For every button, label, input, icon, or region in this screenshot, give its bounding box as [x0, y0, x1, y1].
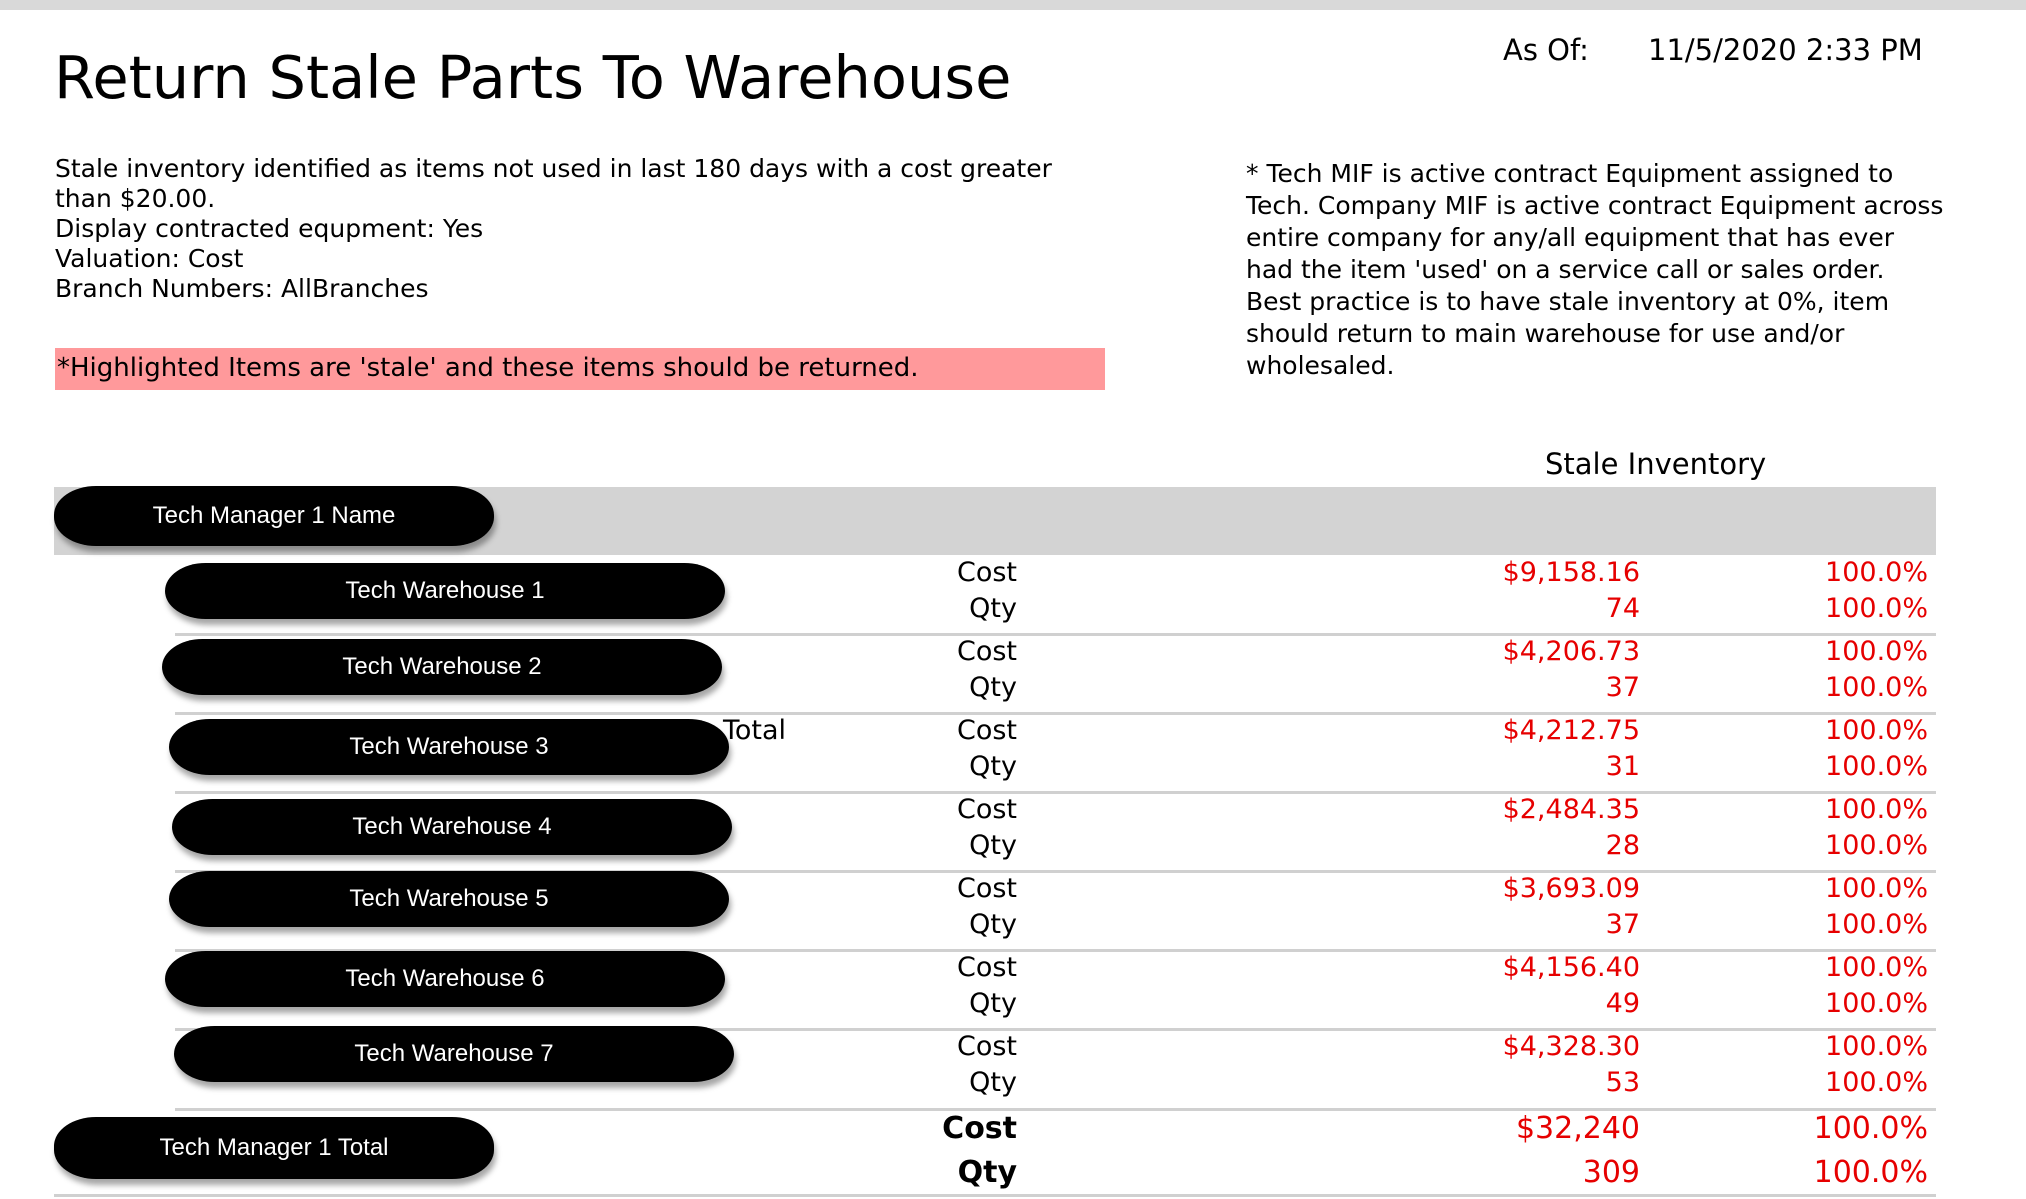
cost-value: $3,693.09	[1502, 873, 1640, 904]
row-separator	[175, 633, 1936, 636]
total-qty-percent: 100.0%	[1813, 1155, 1928, 1190]
qty-percent: 100.0%	[1825, 830, 1928, 861]
criteria-line: Display contracted equpment: Yes	[55, 214, 484, 243]
cost-value: $4,328.30	[1502, 1031, 1640, 1062]
warehouse-name-redaction: Tech Warehouse 5	[169, 871, 729, 927]
qty-label: Qty	[969, 672, 1017, 703]
cost-label: Cost	[956, 952, 1017, 983]
qty-value: 37	[1605, 909, 1640, 940]
qty-label: Qty	[969, 909, 1017, 940]
qty-label: Qty	[969, 988, 1017, 1019]
row-separator	[175, 1108, 1936, 1111]
cost-percent: 100.0%	[1825, 557, 1928, 588]
cost-value: $9,158.16	[1502, 557, 1640, 588]
qty-percent: 100.0%	[1825, 593, 1928, 624]
qty-value: 74	[1605, 593, 1640, 624]
criteria-line: Stale inventory identified as items not …	[55, 154, 1052, 213]
criteria-line: Branch Numbers: AllBranches	[55, 274, 429, 303]
top-strip	[0, 0, 2026, 10]
cost-label: Cost	[956, 1031, 1017, 1062]
total-qty-label: Qty	[957, 1155, 1017, 1190]
qty-percent: 100.0%	[1825, 1067, 1928, 1098]
cost-label: Cost	[956, 715, 1017, 746]
qty-value: 53	[1605, 1067, 1640, 1098]
cost-label: Cost	[956, 873, 1017, 904]
warehouse-name-redaction: Tech Warehouse 7	[174, 1026, 734, 1082]
report-criteria: Stale inventory identified as items not …	[55, 154, 1065, 304]
report-title: Return Stale Parts To Warehouse	[54, 43, 1012, 112]
row-separator	[175, 712, 1936, 715]
mif-side-note: * Tech MIF is active contract Equipment …	[1246, 159, 1944, 380]
warehouse-name-redaction: Tech Warehouse 3	[169, 719, 729, 775]
cost-label: Cost	[956, 636, 1017, 667]
qty-percent: 100.0%	[1825, 988, 1928, 1019]
qty-percent: 100.0%	[1825, 751, 1928, 782]
qty-value: 28	[1605, 830, 1640, 861]
row-separator	[175, 949, 1936, 952]
cost-value: $2,484.35	[1502, 794, 1640, 825]
bottom-rule	[54, 1194, 1936, 1197]
manager-total-redaction: Tech Manager 1 Total	[54, 1117, 494, 1179]
total-qty-value: 309	[1582, 1155, 1640, 1190]
qty-label: Qty	[969, 830, 1017, 861]
cost-percent: 100.0%	[1825, 794, 1928, 825]
warehouse-name-redaction: Tech Warehouse 6	[165, 951, 725, 1007]
row-separator	[175, 1028, 1936, 1031]
as-of-value: 11/5/2020 2:33 PM	[1648, 33, 1923, 67]
cost-label: Cost	[956, 794, 1017, 825]
warehouse-name-redaction: Tech Warehouse 1	[165, 563, 725, 619]
cost-percent: 100.0%	[1825, 1031, 1928, 1062]
cost-value: $4,156.40	[1502, 952, 1640, 983]
total-cost-percent: 100.0%	[1813, 1111, 1928, 1146]
qty-label: Qty	[969, 751, 1017, 782]
cost-value: $4,212.75	[1502, 715, 1640, 746]
row-separator	[175, 791, 1936, 794]
warehouse-name-redaction: Tech Warehouse 4	[172, 799, 732, 855]
stale-highlight-note: *Highlighted Items are 'stale' and these…	[55, 348, 1105, 390]
criteria-line: Valuation: Cost	[55, 244, 244, 273]
row-separator	[175, 870, 1936, 873]
qty-percent: 100.0%	[1825, 672, 1928, 703]
qty-percent: 100.0%	[1825, 909, 1928, 940]
cost-percent: 100.0%	[1825, 636, 1928, 667]
qty-value: 49	[1605, 988, 1640, 1019]
qty-value: 37	[1605, 672, 1640, 703]
cost-percent: 100.0%	[1825, 952, 1928, 983]
cost-value: $4,206.73	[1502, 636, 1640, 667]
qty-label: Qty	[969, 1067, 1017, 1098]
qty-value: 31	[1605, 751, 1640, 782]
as-of-label: As Of:	[1503, 33, 1589, 67]
total-cost-value: $32,240	[1515, 1111, 1640, 1146]
total-cost-label: Cost	[942, 1111, 1017, 1146]
cost-percent: 100.0%	[1825, 873, 1928, 904]
warehouse-name-redaction: Tech Warehouse 2	[162, 639, 722, 695]
stale-inventory-header: Stale Inventory	[1545, 447, 1767, 481]
manager-name-redaction: Tech Manager 1 Name	[54, 486, 494, 546]
cost-label: Cost	[956, 557, 1017, 588]
total-fragment-label: Total	[723, 715, 787, 746]
cost-percent: 100.0%	[1825, 715, 1928, 746]
qty-label: Qty	[969, 593, 1017, 624]
